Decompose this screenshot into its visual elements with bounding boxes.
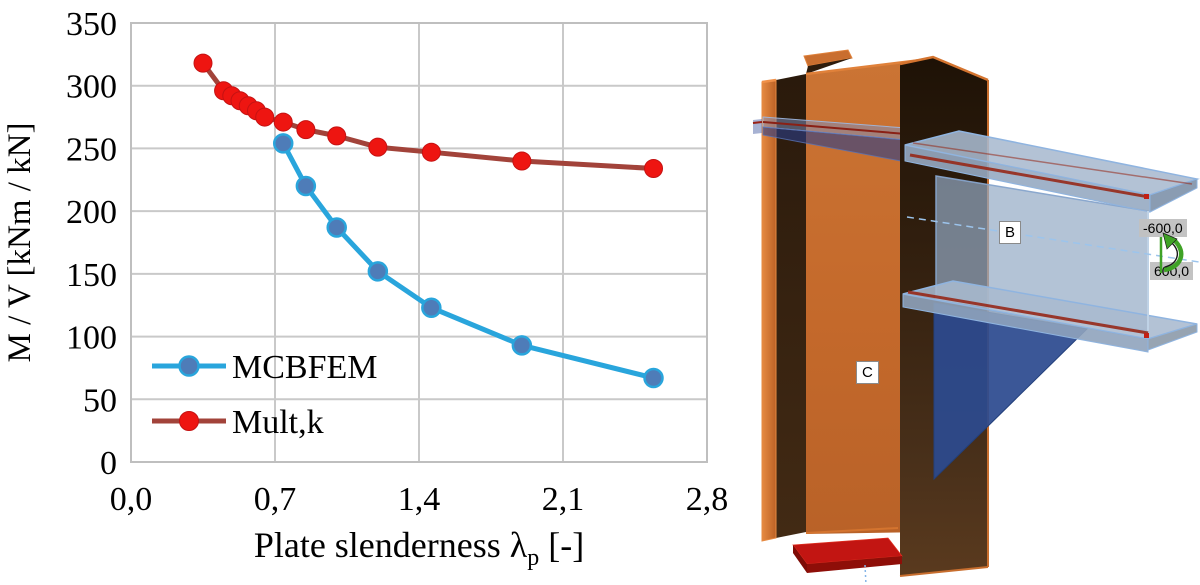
- series-mult-k-marker: [327, 126, 347, 146]
- column-back-flange-inner-face: [806, 58, 852, 74]
- series-mcbfem-marker: [295, 175, 317, 197]
- column-web-bottom-edge: [805, 527, 899, 534]
- series-mult-k-marker: [273, 112, 293, 132]
- stiffener-weld-line: [762, 121, 907, 135]
- series-mult-k-marker: [296, 120, 316, 140]
- column-right-flange-bottom-edge: [899, 566, 989, 577]
- x-tick-label: 0,0: [110, 481, 153, 518]
- connection-3d-view: [752, 49, 1200, 585]
- beam-bottom-flange-front-face: [902, 293, 1149, 353]
- column-axis-dotted-line: [864, 564, 867, 585]
- y-tick-label: 50: [83, 382, 117, 419]
- y-axis-title: M / V [kNm / kN]: [2, 123, 38, 363]
- column-left-flange-edge: [761, 79, 777, 542]
- legend-marker-sample: [178, 355, 200, 377]
- beam-axis-dashed-line: [906, 216, 1200, 263]
- legend-marker-sample: [179, 411, 199, 431]
- series-mcbfem-line: [281, 142, 655, 381]
- column-label: C: [856, 361, 879, 384]
- x-axis-title: Plate slenderness λp [-]: [254, 525, 584, 571]
- series-mult-k-marker: [193, 53, 213, 73]
- series-mult-k-marker: [368, 137, 388, 157]
- beam-top-flange-weld-line: [909, 153, 1150, 199]
- series-mcbfem-marker: [272, 133, 294, 154]
- series-mult-k-marker: [512, 151, 532, 171]
- series-mcbfem-marker: [367, 261, 389, 282]
- series-mult-k-marker: [421, 142, 441, 162]
- y-tick-label: 350: [66, 6, 117, 43]
- x-tick-label: 2,1: [542, 481, 585, 518]
- y-tick-label: 150: [66, 257, 117, 294]
- series-mult-k-marker: [644, 158, 664, 178]
- base-plate-front: [807, 556, 902, 573]
- beam-bottom-flange-weld-line: [907, 290, 1149, 335]
- plot-border: [130, 22, 708, 463]
- series-mcbfem-marker: [511, 335, 533, 356]
- beam-top-flange-end-face: [1149, 178, 1198, 213]
- beam-label: B: [999, 221, 1022, 244]
- chart-area: 0 50 100 150 200 250 300 350 0,0 0,7 1,4 2,1 2,8 M / …: [2, 6, 729, 571]
- base-plate-front-left: [793, 545, 807, 573]
- x-tick-label: 2,8: [686, 481, 729, 518]
- x-tick-label: 1,4: [398, 481, 441, 518]
- series-mult-k-marker: [255, 107, 275, 127]
- y-tick-label: 0: [100, 445, 117, 482]
- stiffener-left-tab-weld: [752, 121, 763, 124]
- series-mcbfem-marker: [326, 217, 347, 238]
- moment-value-bottom: 600,0: [1150, 262, 1194, 280]
- weld-mark-bottom: [1144, 333, 1149, 338]
- series-mcbfem-marker: [643, 367, 664, 389]
- column-left-flange-inner-face: [776, 74, 806, 538]
- beam-bottom-flange-underside: [1147, 323, 1198, 351]
- y-tick-label: 300: [66, 69, 117, 106]
- y-tick-label: 200: [66, 194, 117, 231]
- y-tick-label: 250: [66, 131, 117, 168]
- moment-arrow-icon: [1159, 232, 1184, 273]
- series-mult-k: [193, 53, 664, 178]
- legend-label: MCBFEM: [232, 349, 378, 386]
- legend-label: Mult,k: [232, 404, 324, 441]
- column-left-flange-top-edge: [761, 78, 777, 84]
- y-tick-label: 100: [66, 320, 117, 357]
- legend: MCBFEM Mult,k: [152, 349, 378, 441]
- x-tick-label: 0,7: [254, 481, 297, 518]
- series-mcbfem: [272, 133, 664, 389]
- beam-top-flange-back-edge-line: [912, 142, 1193, 185]
- moment-value-top: -600,0: [1139, 219, 1187, 237]
- column-right-flange-top-edge: [899, 55, 989, 82]
- weld-mark-top: [1144, 194, 1149, 199]
- series-mcbfem-marker: [421, 297, 442, 318]
- column-web: [806, 59, 929, 534]
